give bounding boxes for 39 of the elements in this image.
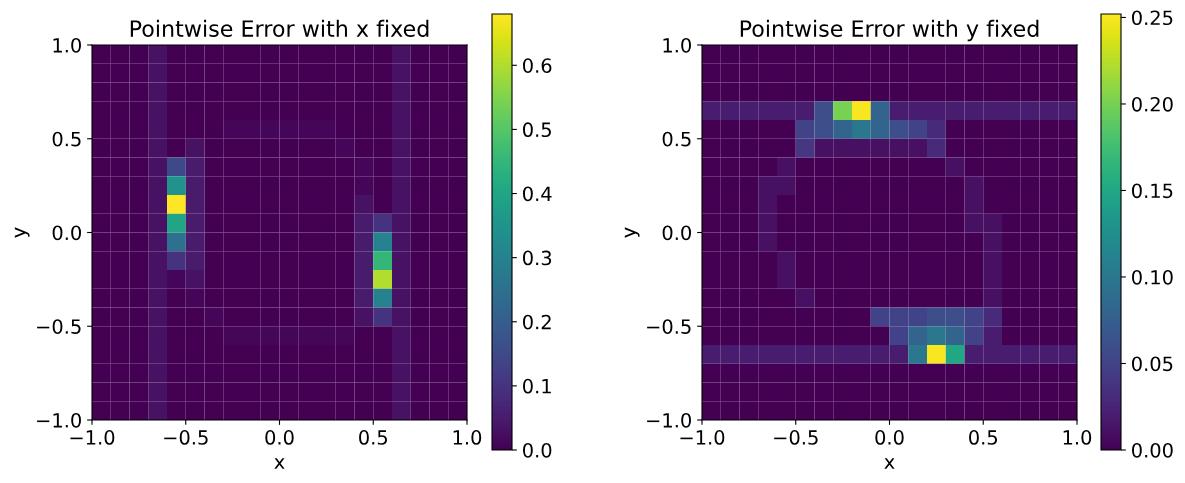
x-tick-label: 0.0 bbox=[265, 430, 294, 445]
y-tick-label: 0.5 bbox=[52, 131, 81, 147]
y-axis-title: y bbox=[14, 227, 30, 238]
color-bar-label: 0.05 bbox=[1132, 356, 1173, 372]
y-tick-label: 1.0 bbox=[53, 37, 81, 53]
color-bar-label: 0.00 bbox=[1132, 442, 1173, 458]
x-tick-label: −0.5 bbox=[774, 430, 818, 445]
chart-title: Pointwise Error with y fixed bbox=[740, 19, 1039, 42]
x-axis-title: x bbox=[884, 458, 895, 469]
x-tick-label: 0.0 bbox=[875, 430, 904, 445]
y-tick-label: −1.0 bbox=[37, 412, 81, 428]
color-bar-label: 0.6 bbox=[523, 58, 552, 73]
color-bar-label: 0.15 bbox=[1132, 183, 1173, 199]
y-tick-label: −1.0 bbox=[647, 412, 691, 428]
y-tick-label: 0.5 bbox=[662, 131, 691, 147]
color-bar-label: 0.0 bbox=[523, 442, 552, 458]
y-tick-label: 0.0 bbox=[52, 225, 81, 241]
color-bar-label: 0.20 bbox=[1132, 96, 1173, 112]
x-tick-label: 0.5 bbox=[969, 430, 998, 445]
y-axis-title: y bbox=[624, 227, 640, 238]
x-tick-label: 0.5 bbox=[359, 430, 388, 445]
color-bar-label: 0.3 bbox=[523, 250, 552, 266]
color-bar-label: 0.4 bbox=[523, 186, 552, 202]
color-bar-label: 0.2 bbox=[523, 314, 551, 330]
x-axis-title: x bbox=[274, 458, 285, 469]
y-tick-label: −0.5 bbox=[37, 319, 81, 334]
x-tick-label: −1.0 bbox=[680, 430, 725, 445]
color-bar-label: 0.5 bbox=[523, 122, 551, 138]
y-tick-label: −0.5 bbox=[647, 319, 691, 334]
x-tick-label: 1.0 bbox=[1063, 430, 1092, 445]
x-tick-label: 1.0 bbox=[453, 430, 482, 445]
x-tick-label: −1.0 bbox=[70, 430, 115, 445]
y-tick-label: 1.0 bbox=[663, 37, 691, 53]
y-tick-label: 0.0 bbox=[662, 225, 691, 241]
color-bar-label: 0.1 bbox=[523, 378, 551, 394]
chart-title: Pointwise Error with x fixed bbox=[130, 19, 429, 37]
color-bar-label: 0.25 bbox=[1132, 10, 1173, 26]
color-bar-label: 0.10 bbox=[1132, 269, 1173, 285]
x-tick-label: −0.5 bbox=[164, 430, 208, 445]
